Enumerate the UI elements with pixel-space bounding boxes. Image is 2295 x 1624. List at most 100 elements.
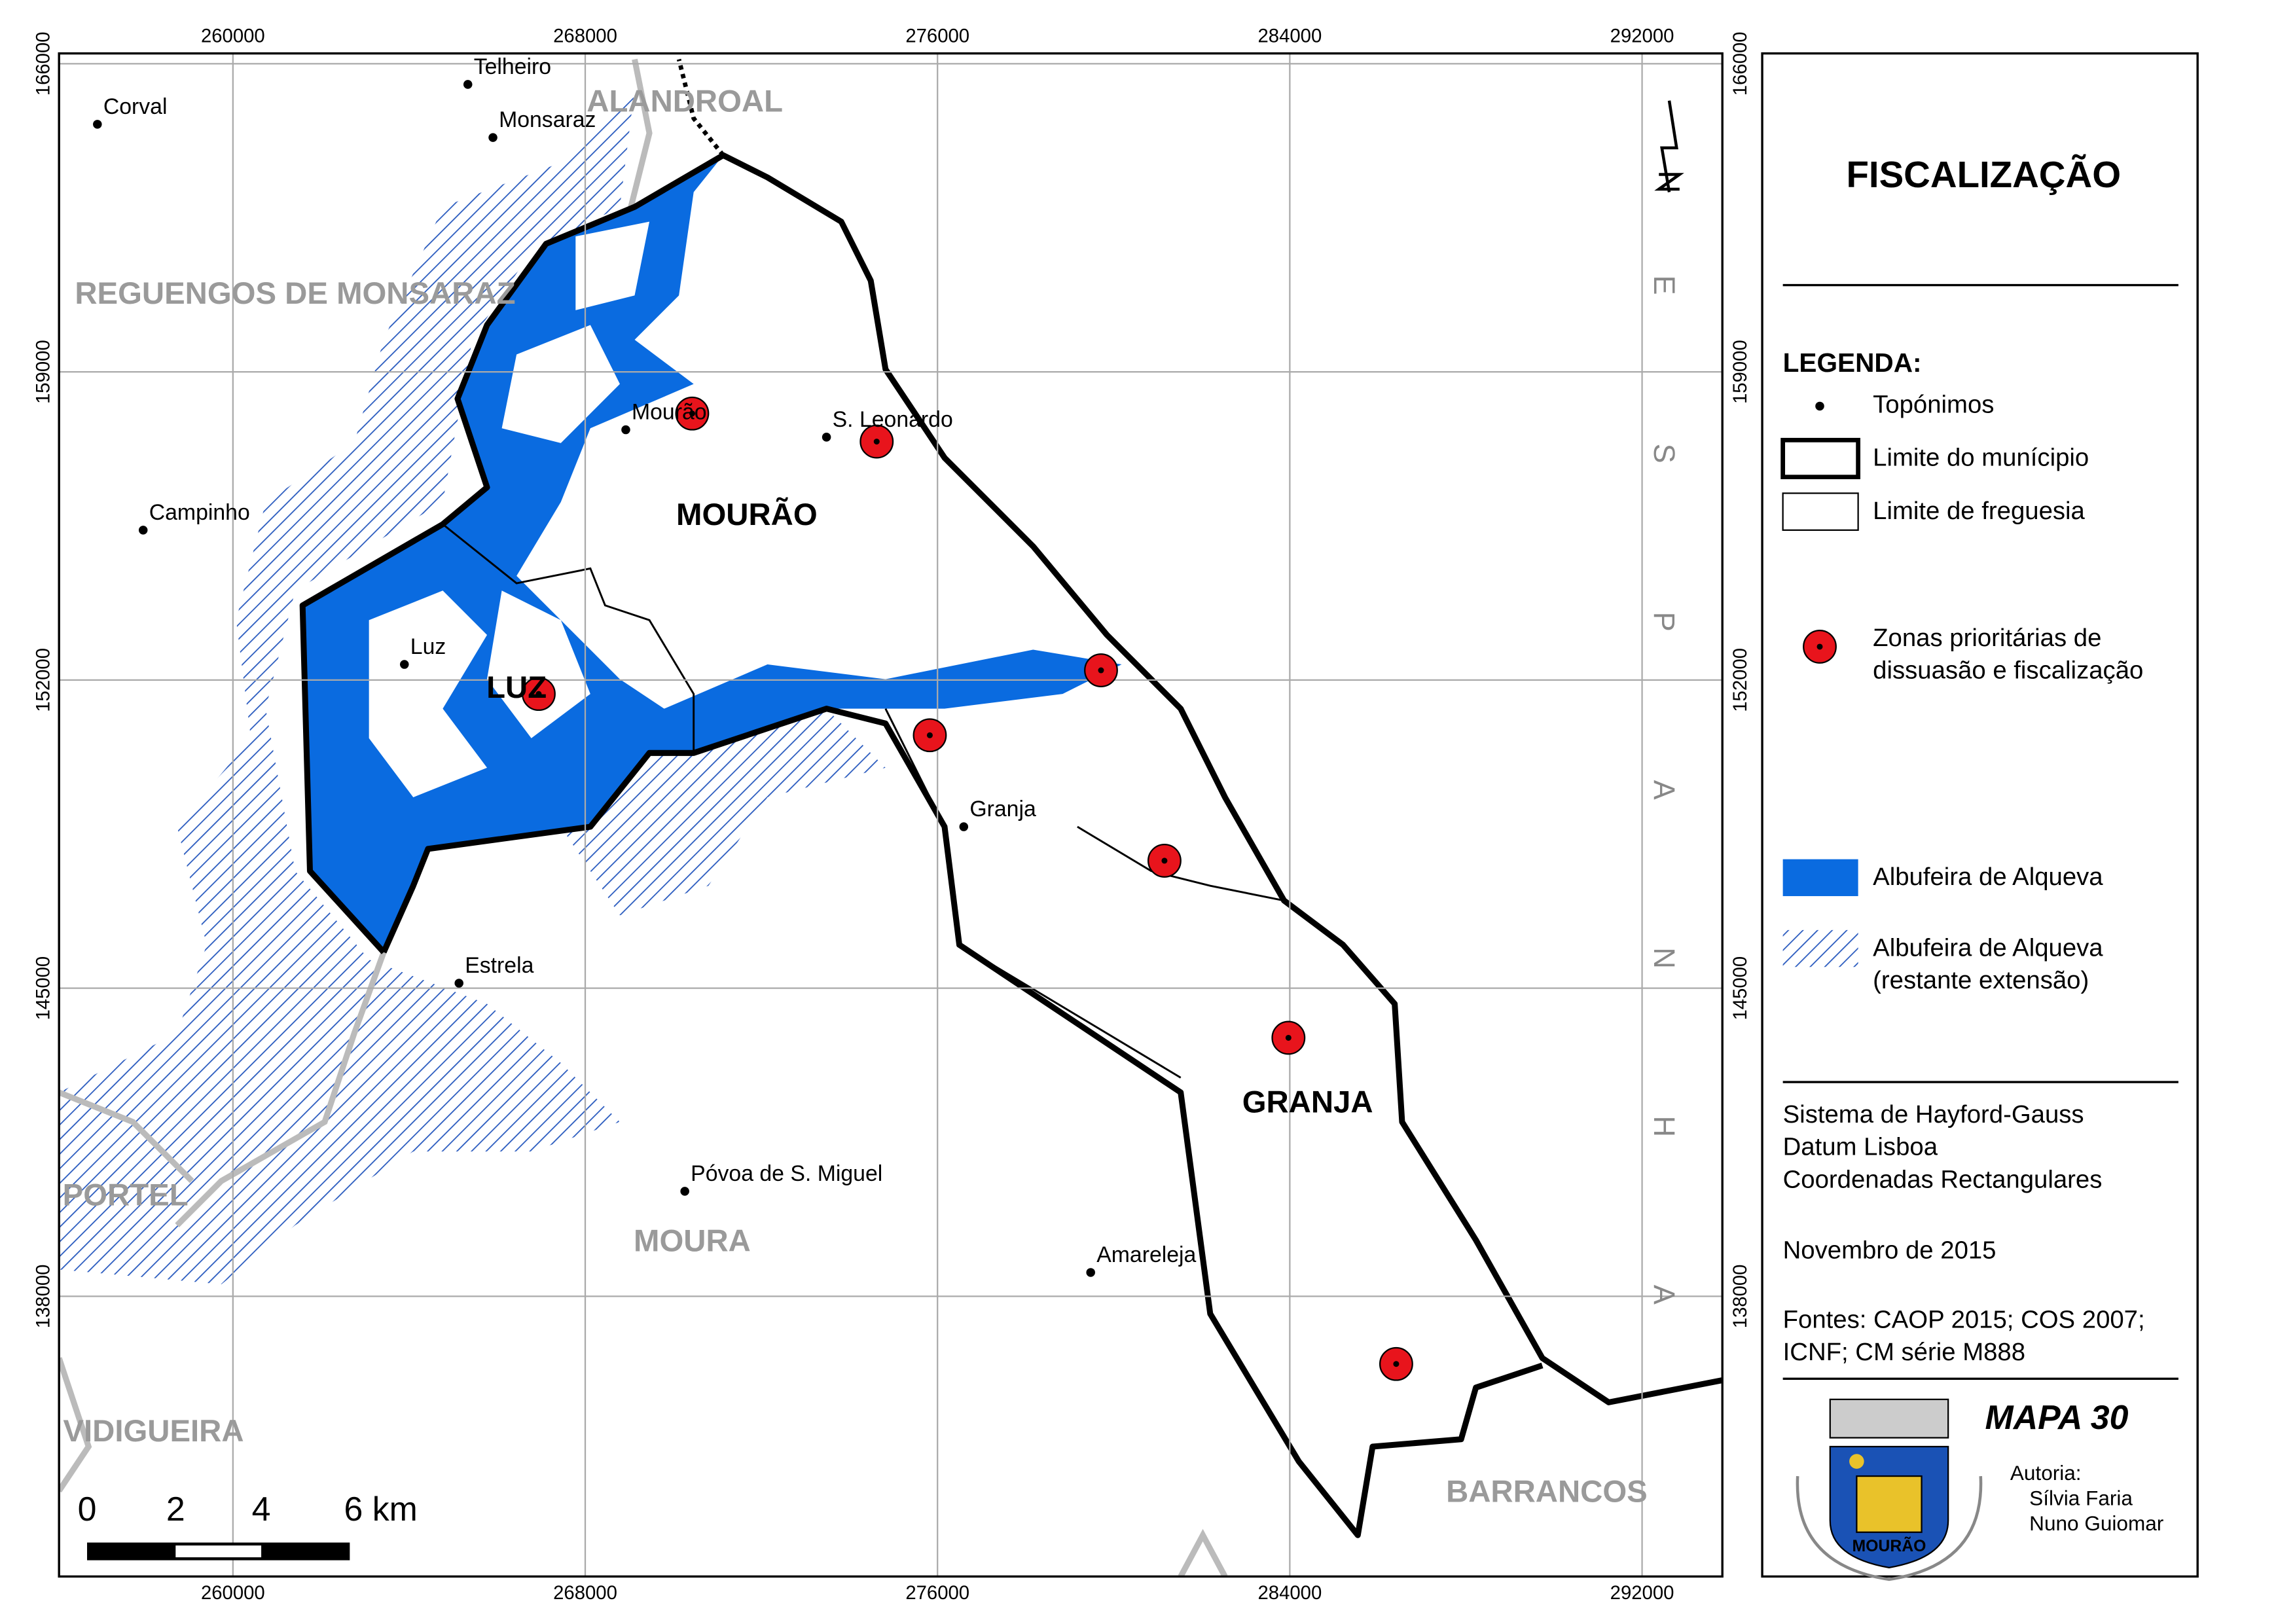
municipality-boundary xyxy=(299,152,1723,1538)
legend-label: (restante extensão) xyxy=(1873,966,2089,994)
municipality-label: MOURA xyxy=(634,1223,751,1258)
priority-zone-center xyxy=(689,410,695,417)
legend-label: Limite do munícipio xyxy=(1873,444,2089,472)
place-label: Mourão xyxy=(632,400,707,425)
priority-zone-center xyxy=(1161,857,1168,864)
country-letter: E xyxy=(1648,276,1681,295)
place-label: Granja xyxy=(969,797,1036,821)
municipality-label: BARRANCOS xyxy=(1446,1475,1648,1509)
municipality-label: VIDIGUEIRA xyxy=(63,1414,244,1449)
place-label: Amareleja xyxy=(1096,1242,1196,1267)
info-sources: ICNF; CM série M888 xyxy=(1783,1338,2025,1366)
country-letter: S xyxy=(1648,444,1681,463)
author-label: Autoria: xyxy=(2010,1461,2082,1485)
x-tick-label: 276000 xyxy=(905,26,969,47)
priority-zone-center xyxy=(926,732,933,738)
priority-zone-center xyxy=(1285,1034,1292,1041)
place-dot xyxy=(1086,1268,1095,1277)
parish-label: LUZ xyxy=(486,670,547,705)
info-text: Datum Lisboa xyxy=(1783,1133,1938,1161)
municipality-label: ALANDROAL xyxy=(587,84,783,119)
legend-panel xyxy=(1761,52,2199,1578)
map-frame xyxy=(59,53,1723,1577)
y-tick-label: 166000 xyxy=(1729,31,1751,96)
info-date: Novembro de 2015 xyxy=(1783,1236,1997,1265)
priority-zone-center xyxy=(1393,1361,1400,1367)
legend-heading: LEGENDA: xyxy=(1783,348,1922,378)
x-tick-label: 268000 xyxy=(553,1582,617,1604)
hatched-reservoir xyxy=(59,88,886,1284)
y-tick-label: 145000 xyxy=(32,956,54,1020)
y-tick-label: 152000 xyxy=(1729,648,1751,712)
map-number: MAPA 30 xyxy=(1985,1398,2129,1436)
y-tick-label: 138000 xyxy=(1729,1265,1751,1329)
country-letter: A xyxy=(1648,1285,1681,1305)
legend-label: Albufeira de Alqueva xyxy=(1873,933,2103,962)
legend-label: Zonas prioritárias de xyxy=(1873,624,2101,652)
place-label: Monsaraz xyxy=(499,107,596,132)
place-dot xyxy=(680,1187,689,1196)
scale-label: 0 xyxy=(78,1490,97,1528)
x-tick-label: 284000 xyxy=(1257,26,1322,47)
title: FISCALIZAÇÃO xyxy=(1847,154,2122,195)
place-dot xyxy=(463,80,473,89)
x-tick-label: 292000 xyxy=(1610,1582,1674,1604)
municipality-label: REGUENGOS DE MONSARAZ xyxy=(75,276,515,311)
x-tick-label: 268000 xyxy=(553,26,617,47)
place-dot xyxy=(93,120,102,129)
x-tick-label: 292000 xyxy=(1610,26,1674,47)
country-letter: P xyxy=(1648,612,1681,632)
place-label: Luz xyxy=(410,634,446,659)
border-dotted xyxy=(676,58,725,157)
priority-zone-center xyxy=(873,439,880,445)
parish-label: MOURÃO xyxy=(676,497,818,532)
place-dot xyxy=(138,526,148,535)
place-dot xyxy=(488,133,497,142)
y-tick-label: 138000 xyxy=(32,1265,54,1329)
map-border xyxy=(58,52,1724,1578)
y-tick-label: 159000 xyxy=(1729,340,1751,404)
legend-label: Topónimos xyxy=(1873,391,1994,419)
legend-label: Limite de freguesia xyxy=(1873,497,2085,525)
y-tick-label: 152000 xyxy=(32,648,54,712)
crest xyxy=(1796,1398,1983,1581)
x-tick-label: 260000 xyxy=(201,1582,265,1604)
y-tick-label: 145000 xyxy=(1729,956,1751,1020)
place-label: Estrela xyxy=(465,953,533,978)
north-arrow xyxy=(1654,100,1684,192)
river xyxy=(59,58,1228,1577)
info-text: Sistema de Hayford-Gauss xyxy=(1783,1100,2084,1128)
x-tick-label: 284000 xyxy=(1257,1582,1322,1604)
scale-label: 2 xyxy=(166,1490,185,1528)
legend-label: dissuasão e fiscalização xyxy=(1873,656,2143,684)
info-text: Coordenadas Rectangulares xyxy=(1783,1165,2103,1193)
place-dot xyxy=(621,425,630,435)
x-tick-label: 260000 xyxy=(201,26,265,47)
legend-symbols xyxy=(1780,401,1861,967)
place-dot xyxy=(454,979,463,988)
country-letter: A xyxy=(1648,780,1681,800)
country-letter: N xyxy=(1648,947,1681,969)
legend-label: Albufeira de Alqueva xyxy=(1873,863,2103,891)
place-label: Telheiro xyxy=(474,54,551,79)
y-tick-label: 159000 xyxy=(32,340,54,404)
place-label: Corval xyxy=(103,94,168,119)
reservoir xyxy=(302,155,1122,952)
priority-zone-center xyxy=(1098,667,1104,674)
author: Nuno Guiomar xyxy=(2029,1511,2163,1535)
info-sources: Fontes: CAOP 2015; COS 2007; xyxy=(1783,1305,2145,1333)
place-dot xyxy=(959,822,969,831)
crest-text: MOURÃO xyxy=(1852,1537,1926,1555)
place-dot xyxy=(822,433,831,442)
place-dot xyxy=(400,660,409,669)
x-tick-label: 276000 xyxy=(905,1582,969,1604)
municipality-label: PORTEL xyxy=(63,1178,189,1212)
y-tick-label: 166000 xyxy=(32,31,54,96)
priority-zone-center xyxy=(535,691,542,697)
place-label: S. Leonardo xyxy=(833,407,953,432)
parish-label: GRANJA xyxy=(1242,1085,1373,1119)
place-label: Campinho xyxy=(149,500,250,525)
country-letter: H xyxy=(1648,1115,1681,1137)
scale-label: 6 km xyxy=(344,1490,418,1528)
